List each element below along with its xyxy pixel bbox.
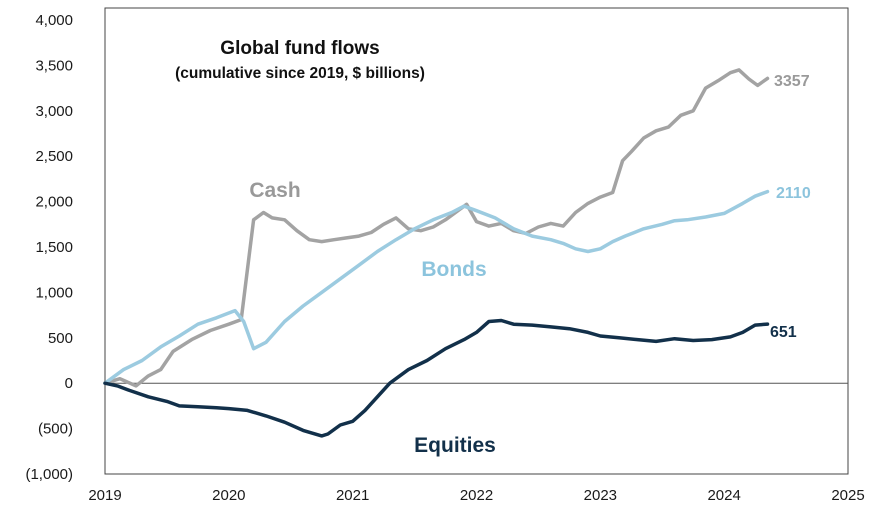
end-label-bonds: 2110 [776,185,811,202]
series-line-bonds [103,189,770,385]
y-tick-label: 500 [48,330,73,347]
y-tick-label: 0 [65,375,73,392]
plot-frame [104,7,849,475]
series-line-equities [103,318,770,438]
x-tick-label: 2022 [460,487,493,504]
y-tick-label: 1,000 [35,284,73,301]
x-axis: 2019 2020 2021 2022 2023 2024 2025 [88,487,864,504]
y-tick-label: (1,000) [25,466,73,483]
y-axis: 4,000 3,500 3,000 2,500 2,000 1,500 1,000 500 0 (… [25,12,73,483]
x-tick-label: 2020 [212,487,245,504]
y-tick-label: 4,000 [35,12,73,29]
series-label-equities: Equities [414,434,496,457]
end-label-cash: 3357 [774,73,810,90]
x-tick-label: 2024 [707,487,740,504]
series-label-bonds: Bonds [421,258,486,281]
y-tick-label: 2,500 [35,148,73,165]
x-tick-label: 2023 [584,487,617,504]
series-lines [103,68,770,438]
y-tick-label: (500) [38,421,73,438]
end-label-equities: 651 [770,324,797,341]
x-tick-label: 2019 [88,487,121,504]
series-label-cash: Cash [249,179,300,202]
y-tick-label: 1,500 [35,239,73,256]
y-tick-label: 3,000 [35,103,73,120]
x-tick-label: 2021 [336,487,369,504]
chart-subtitle: (cumulative since 2019, $ billions) [175,65,425,82]
chart-title: Global fund flows [220,38,379,59]
y-tick-label: 2,000 [35,194,73,211]
x-tick-label: 2025 [831,487,864,504]
y-tick-label: 3,500 [35,57,73,74]
